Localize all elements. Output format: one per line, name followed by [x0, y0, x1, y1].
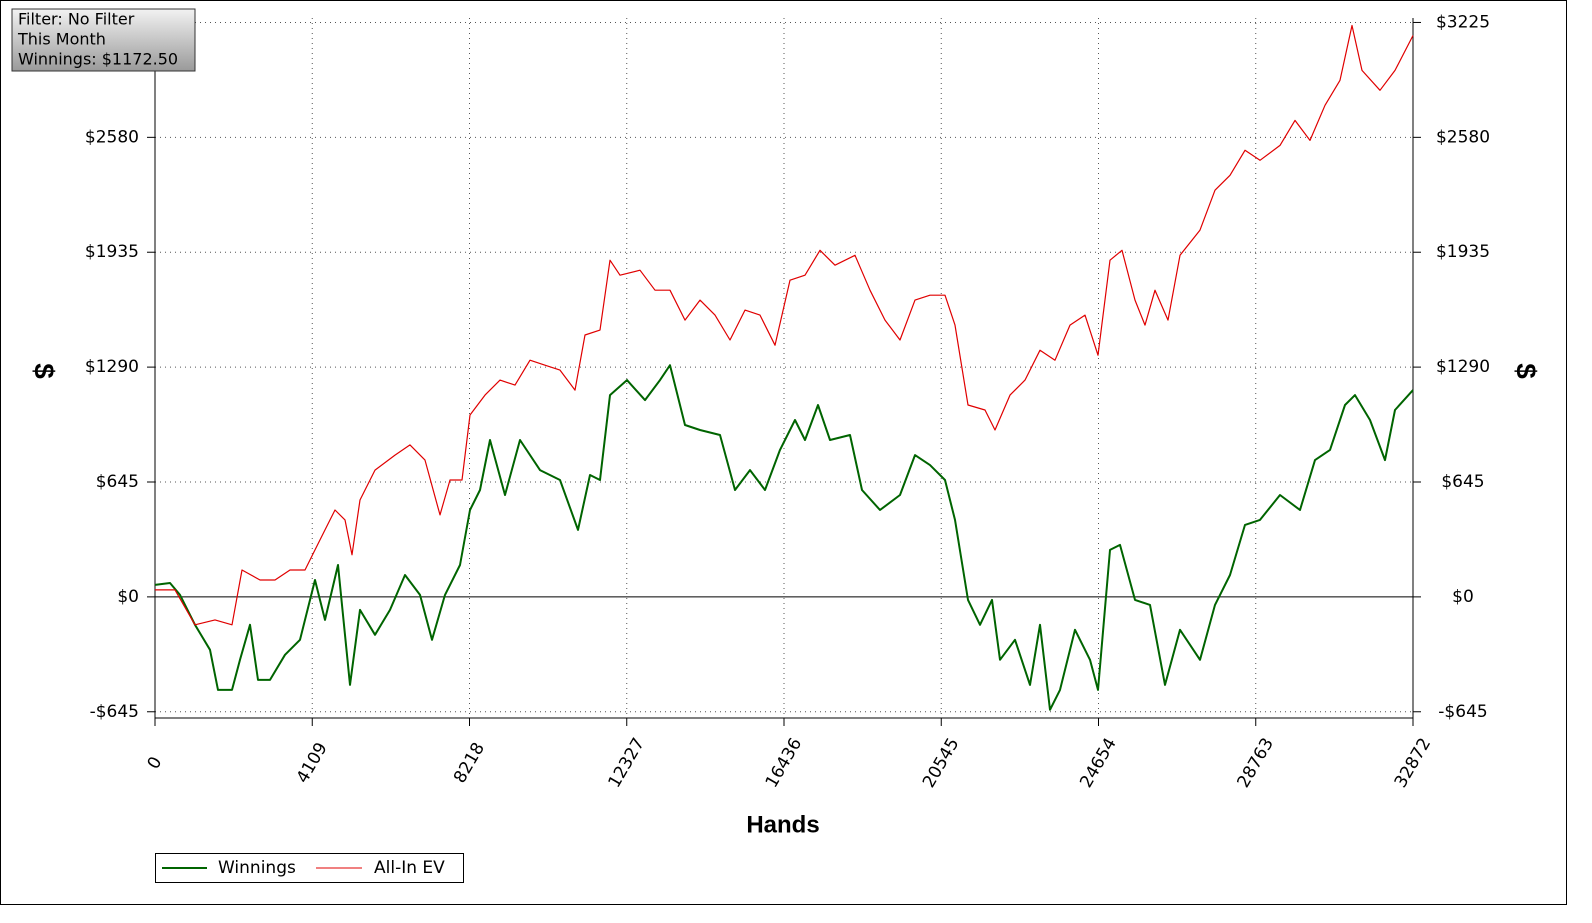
y2-tick-label: $3225 — [1436, 12, 1490, 32]
y2-tick-label: -$645 — [1438, 702, 1487, 722]
y2-tick-label: $1290 — [1436, 357, 1490, 377]
legend: Winnings All-In EV — [155, 853, 464, 883]
y2-tick-label: $0 — [1452, 587, 1474, 607]
y-tick-label: $0 — [117, 587, 139, 607]
y2-tick-label: $645 — [1441, 472, 1484, 492]
y2-axis-label: $ — [1511, 363, 1542, 379]
legend-label: Winnings — [218, 858, 296, 878]
y-tick-label: $1935 — [85, 242, 139, 262]
y-tick-label: -$645 — [90, 702, 139, 722]
x-axis-label: Hands — [746, 811, 819, 838]
series-line — [155, 24, 1414, 626]
y-axis-label: $ — [29, 363, 60, 379]
outer-border — [0, 0, 1567, 905]
annotation: This Month — [17, 30, 106, 49]
series-line — [154, 364, 1414, 711]
y2-tick-label: $2580 — [1436, 127, 1490, 147]
info-box-bg — [11, 8, 196, 72]
y-tick-label: $2580 — [85, 127, 139, 147]
y-tick-label: $1290 — [85, 357, 139, 377]
annotation: Filter: No Filter — [18, 10, 135, 29]
info-box: Filter: No Filter This Month Winnings: $… — [11, 8, 196, 72]
legend-label: All-In EV — [374, 858, 445, 878]
annotation: Winnings: $1172.50 — [18, 50, 178, 69]
y2-tick-label: $1935 — [1436, 242, 1490, 262]
y-tick-label: $645 — [96, 472, 139, 492]
